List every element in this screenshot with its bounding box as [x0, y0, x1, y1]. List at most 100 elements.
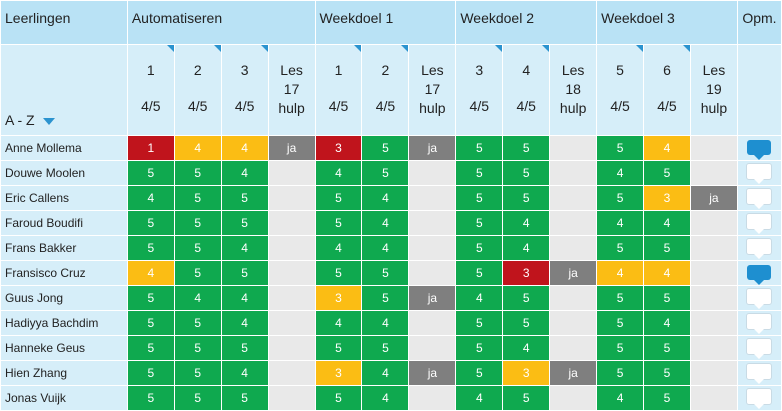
- score-cell[interactable]: [689, 260, 738, 286]
- score-cell[interactable]: 5: [220, 185, 269, 211]
- comment-cell[interactable]: [736, 260, 782, 286]
- score-cell[interactable]: 5: [643, 385, 691, 411]
- comment-cell[interactable]: [736, 235, 782, 261]
- score-cell[interactable]: 5: [361, 135, 410, 161]
- score-cell[interactable]: 5: [314, 335, 363, 361]
- score-cell[interactable]: [408, 235, 457, 261]
- score-cell[interactable]: 5: [126, 285, 175, 311]
- comment-cell[interactable]: [736, 285, 782, 311]
- score-cell[interactable]: 5: [596, 235, 645, 261]
- score-cell[interactable]: 4: [173, 285, 222, 311]
- score-cell[interactable]: [689, 235, 738, 261]
- score-cell[interactable]: 5: [314, 210, 363, 236]
- score-cell[interactable]: 5: [173, 360, 222, 386]
- score-cell[interactable]: 5: [643, 160, 691, 186]
- score-cell[interactable]: 3: [314, 360, 363, 386]
- student-name[interactable]: Douwe Moolen: [0, 160, 128, 186]
- score-cell[interactable]: 5: [314, 385, 363, 411]
- score-cell[interactable]: 4: [220, 285, 269, 311]
- comment-cell[interactable]: [736, 185, 782, 211]
- comment-bubble-icon[interactable]: [746, 238, 773, 260]
- score-cell[interactable]: 4: [596, 260, 645, 286]
- score-cell[interactable]: 4: [502, 235, 551, 261]
- score-cell[interactable]: 5: [455, 335, 504, 361]
- score-cell[interactable]: [408, 260, 457, 286]
- score-cell[interactable]: 4: [361, 185, 410, 211]
- student-name[interactable]: Hadiyya Bachdim: [0, 310, 128, 336]
- column-header-les-6[interactable]: Les 17 hulp: [408, 44, 457, 136]
- score-cell[interactable]: 5: [455, 310, 504, 336]
- score-cell[interactable]: [689, 385, 738, 411]
- score-cell[interactable]: 4: [361, 235, 410, 261]
- score-cell[interactable]: 5: [643, 285, 691, 311]
- score-cell[interactable]: 5: [596, 185, 645, 211]
- score-cell[interactable]: [267, 260, 316, 286]
- score-cell[interactable]: 5: [596, 135, 645, 161]
- comment-bubble-icon[interactable]: [746, 363, 773, 385]
- student-name[interactable]: Frans Bakker: [0, 235, 128, 261]
- student-name[interactable]: Faroud Boudifi: [0, 210, 128, 236]
- score-cell[interactable]: 5: [220, 210, 269, 236]
- group-header-automatiseren[interactable]: Automatiseren: [126, 0, 316, 45]
- sort-toggle[interactable]: A - Z: [0, 44, 128, 136]
- score-cell[interactable]: [689, 310, 738, 336]
- score-cell[interactable]: 5: [126, 310, 175, 336]
- score-cell[interactable]: 5: [220, 335, 269, 361]
- score-cell[interactable]: 4: [596, 210, 645, 236]
- score-cell[interactable]: ja: [408, 360, 457, 386]
- score-cell[interactable]: 4: [220, 135, 269, 161]
- score-cell[interactable]: 4: [643, 210, 691, 236]
- score-cell[interactable]: 5: [455, 235, 504, 261]
- column-header-les-12[interactable]: Les 19 hulp: [689, 44, 738, 136]
- score-cell[interactable]: 5: [173, 260, 222, 286]
- score-cell[interactable]: [267, 360, 316, 386]
- column-header-4[interactable]: 1 4/5: [314, 44, 363, 136]
- score-cell[interactable]: 4: [502, 335, 551, 361]
- score-cell[interactable]: 4: [220, 235, 269, 261]
- score-cell[interactable]: 5: [455, 210, 504, 236]
- score-cell[interactable]: 4: [220, 360, 269, 386]
- score-cell[interactable]: [267, 160, 316, 186]
- score-cell[interactable]: [689, 160, 738, 186]
- student-name[interactable]: Anne Mollema: [0, 135, 128, 161]
- score-cell[interactable]: 5: [126, 385, 175, 411]
- score-cell[interactable]: [689, 335, 738, 361]
- score-cell[interactable]: [549, 235, 598, 261]
- score-cell[interactable]: 4: [596, 385, 645, 411]
- score-cell[interactable]: 1: [126, 135, 175, 161]
- score-cell[interactable]: 3: [502, 360, 551, 386]
- score-cell[interactable]: 5: [455, 185, 504, 211]
- score-cell[interactable]: [408, 160, 457, 186]
- comment-bubble-icon[interactable]: [746, 288, 773, 310]
- score-cell[interactable]: [549, 310, 598, 336]
- comment-bubble-icon[interactable]: [746, 163, 773, 185]
- student-name[interactable]: Hien Zhang: [0, 360, 128, 386]
- group-header-weekdoel-3[interactable]: Weekdoel 3: [596, 0, 738, 45]
- sort-down-icon[interactable]: [42, 117, 55, 125]
- score-cell[interactable]: 4: [314, 235, 363, 261]
- score-cell[interactable]: 5: [455, 135, 504, 161]
- score-cell[interactable]: 4: [643, 135, 691, 161]
- column-header-les-3[interactable]: Les 17 hulp: [267, 44, 316, 136]
- column-header-0[interactable]: 1 4/5: [126, 44, 175, 136]
- score-cell[interactable]: 5: [361, 160, 410, 186]
- score-cell[interactable]: 5: [502, 385, 551, 411]
- student-name[interactable]: Eric Callens: [0, 185, 128, 211]
- score-cell[interactable]: 3: [502, 260, 551, 286]
- comment-bubble-icon[interactable]: [747, 139, 772, 160]
- column-header-1[interactable]: 2 4/5: [173, 44, 222, 136]
- score-cell[interactable]: 5: [502, 185, 551, 211]
- score-cell[interactable]: 5: [173, 185, 222, 211]
- score-cell[interactable]: 5: [455, 160, 504, 186]
- column-header-7[interactable]: 3 4/5: [455, 44, 504, 136]
- comment-bubble-icon[interactable]: [746, 313, 773, 335]
- score-cell[interactable]: 4: [361, 210, 410, 236]
- score-cell[interactable]: 3: [314, 285, 363, 311]
- score-cell[interactable]: 5: [643, 360, 691, 386]
- score-cell[interactable]: [267, 210, 316, 236]
- score-cell[interactable]: ja: [408, 285, 457, 311]
- student-name[interactable]: Hanneke Geus: [0, 335, 128, 361]
- comment-cell[interactable]: [736, 310, 782, 336]
- score-cell[interactable]: 5: [596, 310, 645, 336]
- student-name[interactable]: Jonas Vuijk: [0, 385, 128, 411]
